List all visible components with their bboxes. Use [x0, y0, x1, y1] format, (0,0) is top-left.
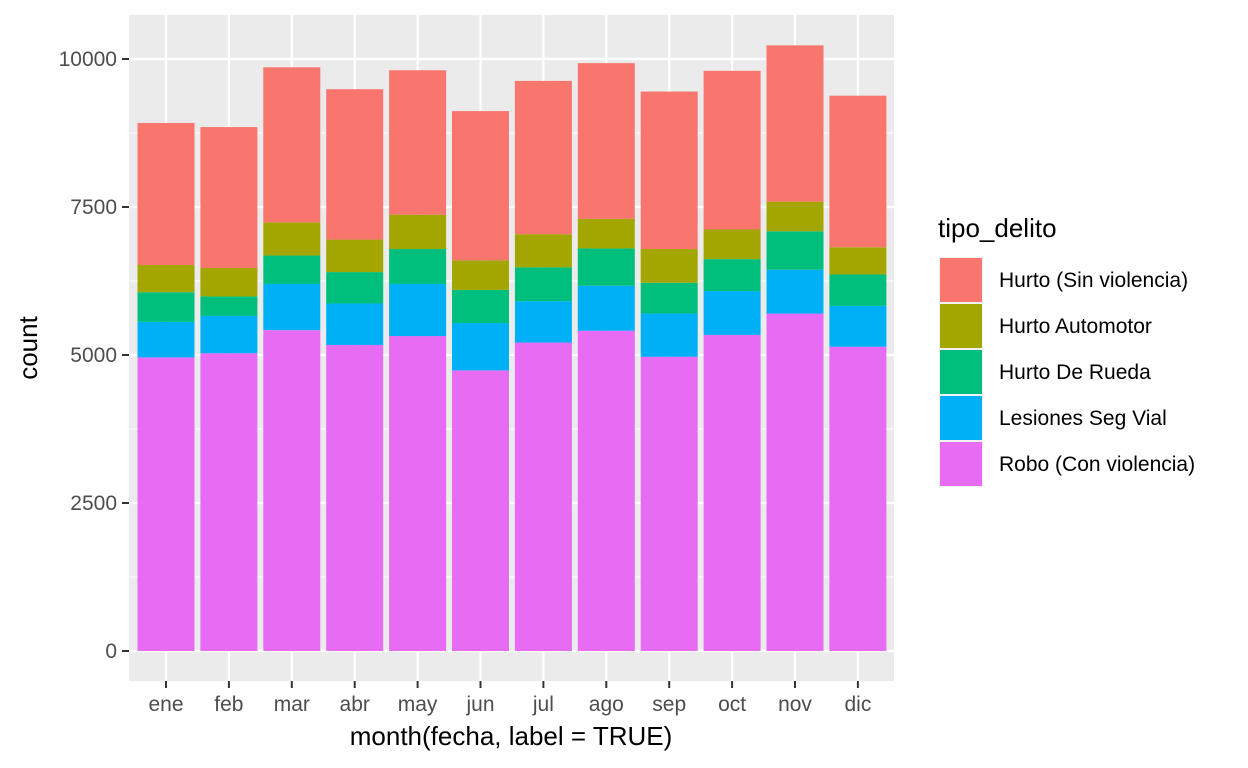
legend-label-hurto-automotor: Hurto Automotor: [999, 315, 1152, 338]
bar-segment-dic-lesiones-seg-vial: [829, 305, 887, 347]
x-tick-label-ene: ene: [148, 693, 183, 716]
bar-segment-mar-hurto-de-rueda: [263, 255, 321, 284]
bar-segment-ago-hurto-automotor: [577, 218, 635, 249]
bar-segment-dic-hurto-automotor: [829, 247, 887, 275]
bar-segment-may-hurto-de-rueda: [389, 249, 447, 284]
bar-segment-jul-lesiones-seg-vial: [514, 301, 572, 343]
bar-segment-sep-hurto-de-rueda: [640, 282, 698, 314]
bar-segment-mar-hurto-automotor: [263, 222, 321, 256]
legend-label-robo-con-violencia: Robo (Con violencia): [999, 453, 1195, 476]
x-tick-label-sep: sep: [652, 693, 686, 716]
bar-segment-abr-hurto-automotor: [326, 239, 384, 273]
x-axis: ene feb mar abr may jun jul ago sep oct nov dic: [148, 681, 871, 716]
bar-segment-ene-hurto-de-rueda: [137, 292, 195, 322]
bar-segment-abr-hurto-sin-violencia: [326, 89, 384, 240]
bar-segment-ago-lesiones-seg-vial: [577, 285, 635, 331]
bar-segment-nov-hurto-sin-violencia: [766, 45, 824, 202]
bar-segment-ago-hurto-sin-violencia: [577, 63, 635, 219]
y-tick-label: 10000: [59, 48, 117, 71]
bar-segment-nov-lesiones-seg-vial: [766, 269, 824, 314]
bar-segment-jun-robo-con-violencia: [452, 370, 509, 651]
x-axis-title: month(fecha, label = TRUE): [350, 721, 673, 751]
legend-label-hurto-de-rueda: Hurto De Rueda: [999, 361, 1151, 384]
bar-segment-jul-hurto-sin-violencia: [514, 80, 572, 235]
x-tick-label-may: may: [398, 693, 438, 716]
bar-segment-may-hurto-automotor: [389, 214, 447, 250]
bar-segment-nov-robo-con-violencia: [766, 313, 824, 651]
x-tick-label-ago: ago: [589, 693, 624, 716]
bar-segment-mar-hurto-sin-violencia: [263, 67, 321, 223]
bar-segment-ene-lesiones-seg-vial: [137, 321, 195, 358]
y-tick-label: 5000: [70, 344, 117, 367]
x-tick-label-feb: feb: [214, 693, 243, 716]
bar-segment-dic-hurto-de-rueda: [829, 274, 887, 306]
y-tick-label: 2500: [70, 492, 117, 515]
legend-key-hurto-automotor: [940, 304, 982, 348]
bar-segment-jul-hurto-automotor: [514, 234, 572, 268]
legend-title: tipo_delito: [938, 213, 1057, 243]
legend-label-lesiones-seg-vial: Lesiones Seg Vial: [999, 407, 1167, 430]
bar-segment-abr-robo-con-violencia: [326, 344, 384, 651]
y-axis-title: count: [13, 315, 43, 379]
bar-segment-sep-lesiones-seg-vial: [640, 313, 698, 357]
bar-segment-oct-hurto-sin-violencia: [703, 70, 761, 230]
x-tick-label-jul: jul: [532, 693, 554, 716]
x-tick-label-nov: nov: [778, 693, 812, 716]
bar-segment-jul-hurto-de-rueda: [514, 267, 572, 302]
bar-segment-may-robo-con-violencia: [389, 336, 447, 651]
legend: tipo_delito Hurto (Sin violencia) Hurto A…: [938, 213, 1195, 487]
x-tick-label-jun: jun: [465, 693, 494, 716]
bar-segment-jun-hurto-automotor: [452, 260, 509, 290]
x-tick-label-oct: oct: [718, 693, 746, 716]
legend-key-robo-con-violencia: [940, 442, 982, 486]
bar-segment-oct-lesiones-seg-vial: [703, 291, 761, 335]
legend-key-hurto-sin-violencia: [940, 258, 982, 302]
bar-segment-oct-hurto-automotor: [703, 229, 761, 260]
bar-segment-jun-lesiones-seg-vial: [452, 323, 509, 371]
bar-segment-abr-lesiones-seg-vial: [326, 303, 384, 345]
bar-segment-ene-hurto-automotor: [137, 265, 195, 293]
bar-segment-jun-hurto-sin-violencia: [452, 111, 509, 261]
bars: [137, 45, 887, 651]
bar-segment-ago-hurto-de-rueda: [577, 248, 635, 286]
bar-segment-dic-robo-con-violencia: [829, 346, 887, 651]
bar-segment-abr-hurto-de-rueda: [326, 272, 384, 304]
bar-segment-jun-hurto-de-rueda: [452, 289, 509, 324]
bar-segment-ene-robo-con-violencia: [137, 357, 195, 651]
x-tick-label-dic: dic: [844, 693, 871, 716]
bar-segment-sep-robo-con-violencia: [640, 356, 698, 651]
bar-segment-oct-robo-con-violencia: [703, 334, 761, 651]
bar-segment-feb-lesiones-seg-vial: [200, 315, 258, 354]
bar-segment-dic-hurto-sin-violencia: [829, 95, 887, 248]
bar-segment-mar-robo-con-violencia: [263, 330, 321, 651]
bar-segment-ene-hurto-sin-violencia: [137, 122, 195, 266]
bar-segment-feb-hurto-de-rueda: [200, 296, 258, 316]
legend-label-hurto-sin-violencia: Hurto (Sin violencia): [999, 269, 1188, 292]
bar-segment-ago-robo-con-violencia: [577, 330, 635, 651]
bar-segment-mar-lesiones-seg-vial: [263, 283, 321, 331]
bar-segment-nov-hurto-automotor: [766, 201, 824, 232]
bar-segment-sep-hurto-sin-violencia: [640, 91, 698, 250]
bar-segment-feb-robo-con-violencia: [200, 353, 258, 651]
bar-segment-sep-hurto-automotor: [640, 249, 698, 283]
y-tick-label: 7500: [70, 196, 117, 219]
bar-segment-may-hurto-sin-violencia: [389, 70, 447, 215]
bar-segment-nov-hurto-de-rueda: [766, 231, 824, 270]
bar-segment-feb-hurto-automotor: [200, 267, 258, 297]
bar-segment-feb-hurto-sin-violencia: [200, 127, 258, 268]
x-tick-label-abr: abr: [340, 693, 370, 716]
bar-segment-jul-robo-con-violencia: [514, 342, 572, 651]
legend-key-hurto-de-rueda: [940, 350, 982, 394]
bar-segment-may-lesiones-seg-vial: [389, 283, 447, 337]
y-tick-label: 0: [105, 640, 117, 663]
bar-segment-oct-hurto-de-rueda: [703, 259, 761, 292]
legend-key-lesiones-seg-vial: [940, 396, 982, 440]
x-tick-label-mar: mar: [274, 693, 310, 716]
y-axis: 0 2500 5000 7500 10000: [59, 48, 129, 663]
